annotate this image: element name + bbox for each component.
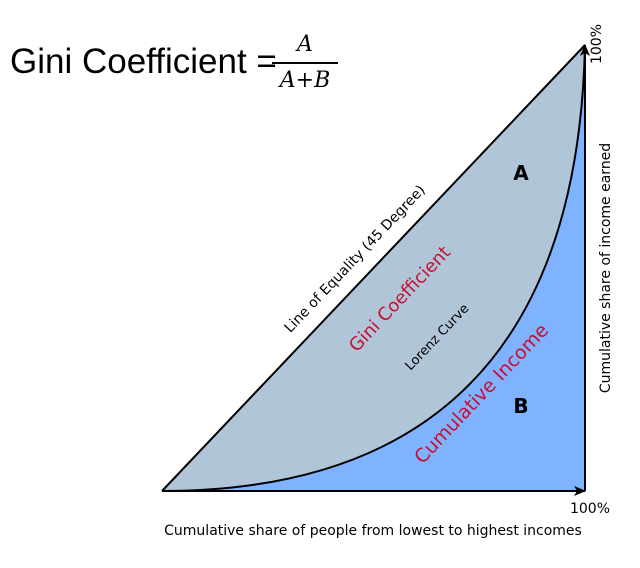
formula-lhs: Gini Coefficient =: [10, 42, 277, 81]
formula-denominator: A+B: [279, 68, 331, 93]
formula-fraction: A A+B: [272, 30, 338, 96]
area-b-label: B: [513, 394, 528, 418]
line-of-equality: [161, 44, 586, 492]
y-max-label: 100%: [589, 24, 605, 64]
x-max-label: 100%: [570, 501, 610, 517]
formula-numerator: A: [297, 32, 313, 57]
fraction-bar: [272, 62, 338, 64]
y-axis-label: Cumulative share of income earned: [598, 143, 614, 393]
area-b: [162, 45, 585, 491]
x-axis-label: Cumulative share of people from lowest t…: [164, 523, 582, 539]
lorenz-curve: [161, 44, 586, 492]
area-a-label: A: [513, 161, 529, 185]
